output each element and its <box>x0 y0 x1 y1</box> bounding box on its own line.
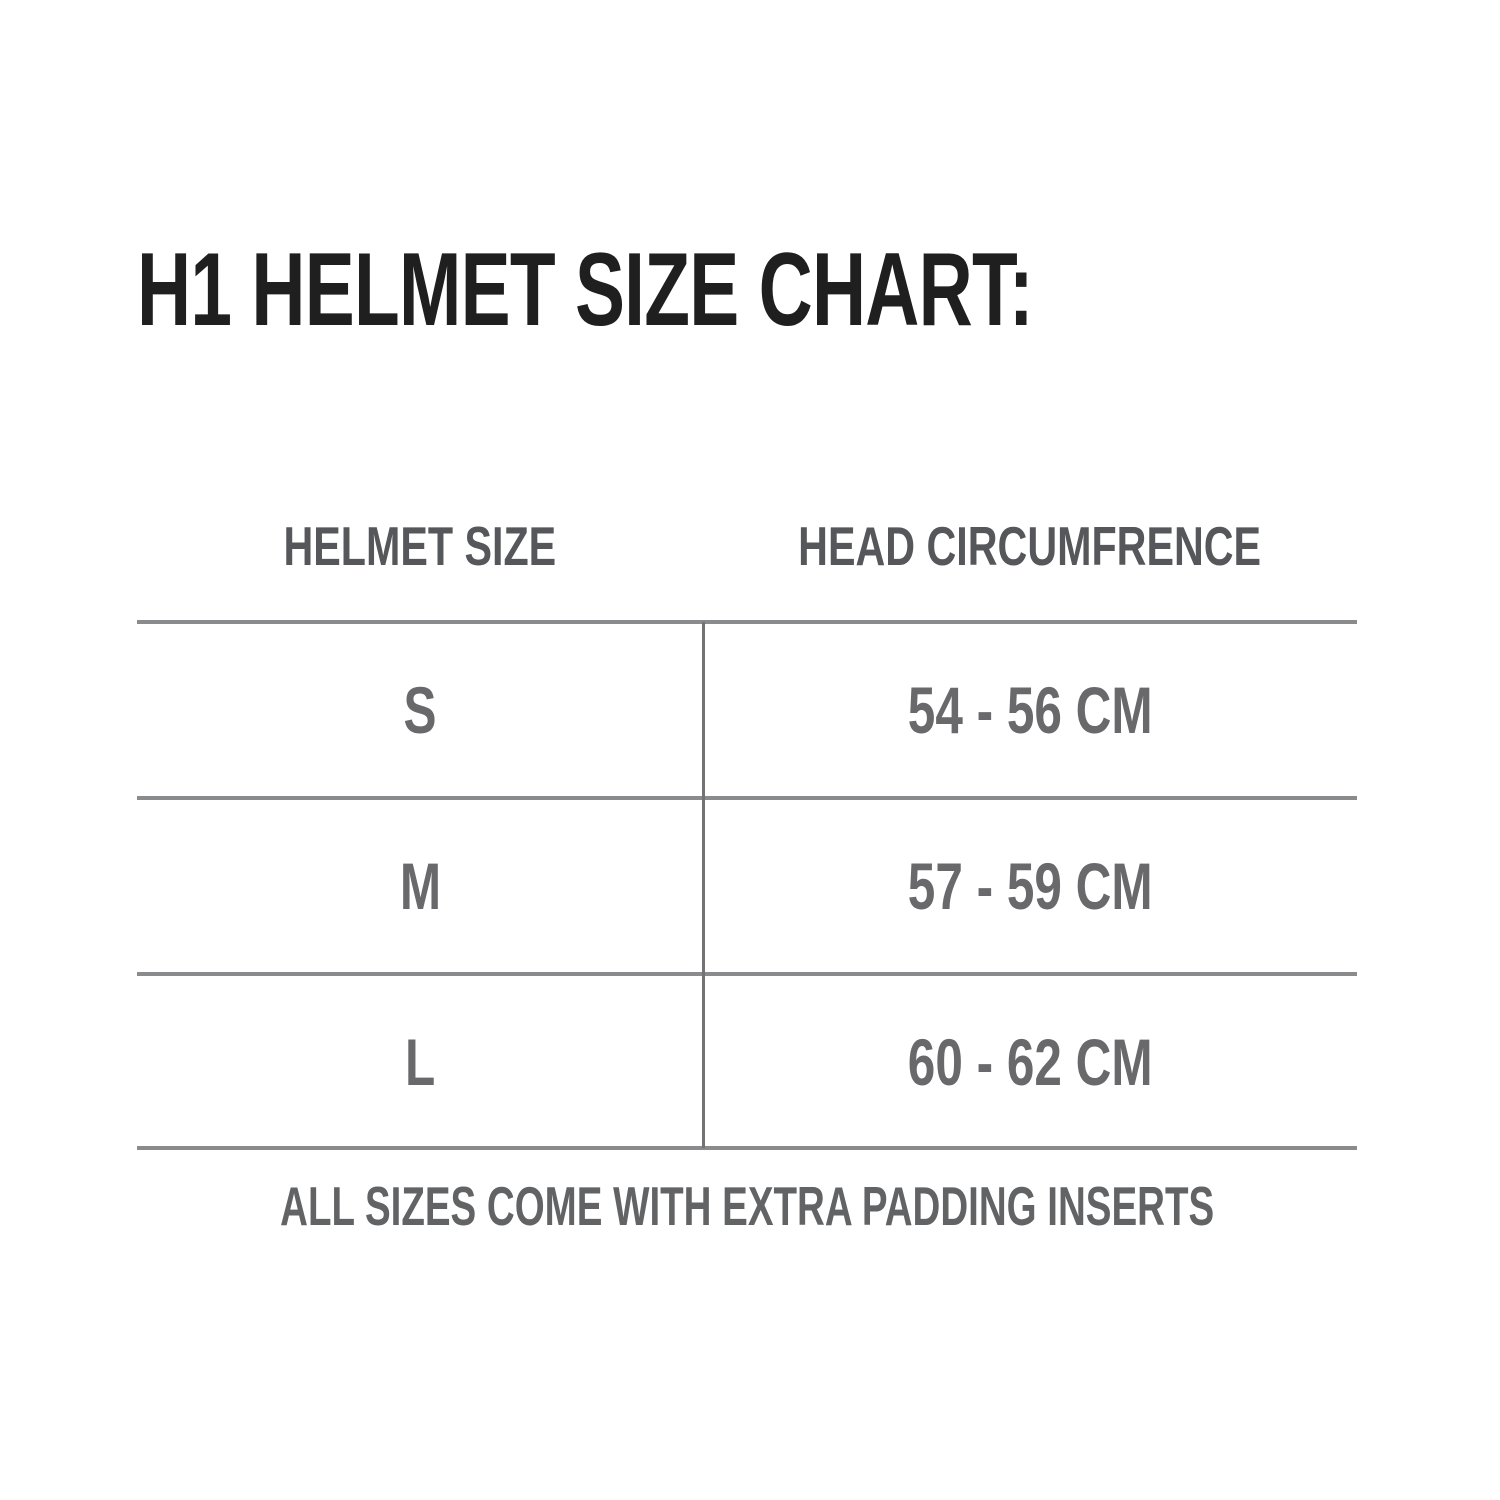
size-m-label: M <box>399 849 441 923</box>
table-row-divider-1 <box>137 796 1357 800</box>
column-header-helmet-size-label: HELMET SIZE <box>283 515 557 577</box>
size-m-circumference-value: 57 - 59 CM <box>907 849 1153 923</box>
size-l-label: L <box>404 1025 436 1099</box>
size-l-circumference-value: 60 - 62 CM <box>907 1025 1153 1099</box>
table-row-m-circumference-cell: 57 - 59 CM <box>703 800 1357 972</box>
size-s-label: S <box>403 673 437 747</box>
footnote: ALL SIZES COME WITH EXTRA PADDING INSERT… <box>137 1150 1357 1262</box>
table-top-border <box>137 620 1357 624</box>
table-row-l-circumference-cell: 60 - 62 CM <box>703 976 1357 1148</box>
column-header-helmet-size: HELMET SIZE <box>137 500 703 592</box>
footnote-text: ALL SIZES COME WITH EXTRA PADDING INSERT… <box>279 1175 1215 1237</box>
table-row-s-size-cell: S <box>137 624 703 796</box>
column-header-head-circumference: HEAD CIRCUMFRENCE <box>703 500 1357 592</box>
table-row-m-size-cell: M <box>137 800 703 972</box>
size-s-circumference-value: 54 - 56 CM <box>907 673 1153 747</box>
column-header-head-circumference-label: HEAD CIRCUMFRENCE <box>798 515 1262 577</box>
table-row-s-circumference-cell: 54 - 56 CM <box>703 624 1357 796</box>
table-row-l-size-cell: L <box>137 976 703 1148</box>
table-column-divider <box>702 622 705 1148</box>
table-row-divider-2 <box>137 972 1357 976</box>
page-title: H1 HELMET SIZE CHART: <box>137 238 1381 342</box>
page-title-text: H1 HELMET SIZE CHART: <box>137 232 1034 348</box>
table-bottom-border <box>137 1146 1357 1150</box>
